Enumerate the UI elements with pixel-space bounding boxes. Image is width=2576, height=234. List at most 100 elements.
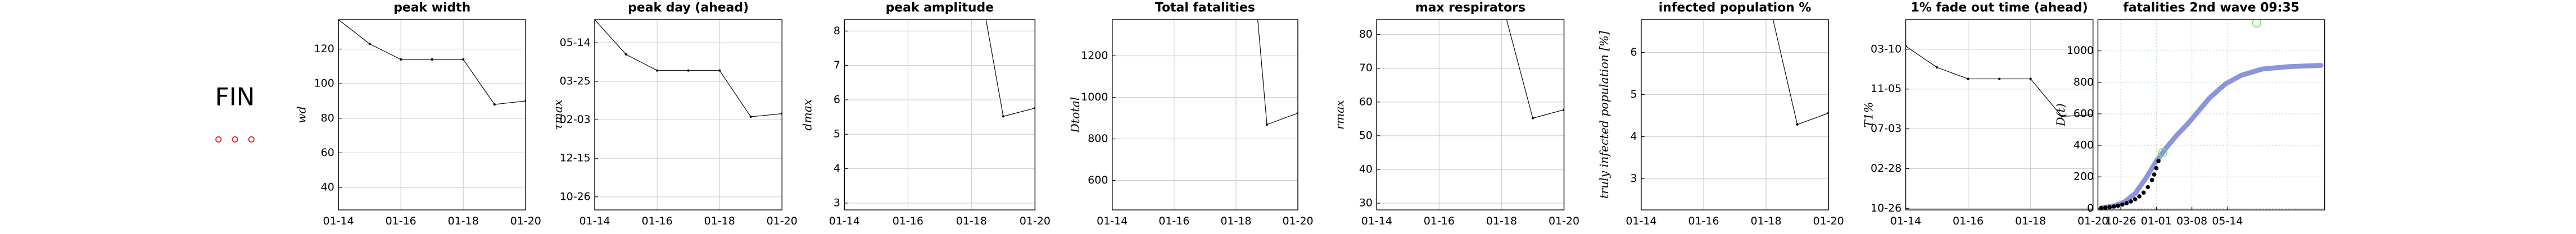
y-tick-label: 4 xyxy=(1631,130,1637,143)
point xyxy=(749,115,752,118)
y-axis-label: wd xyxy=(295,106,308,123)
y-axis-label: Dtotal xyxy=(1069,97,1082,134)
line xyxy=(1772,20,1829,125)
x-tick-label: 01-18 xyxy=(1486,215,1517,227)
panel: 600 800 1000 1200 01-14 01-16 01-18 01-20 Total … xyxy=(1069,1,1314,227)
axes-frame xyxy=(1112,19,1298,210)
y-tick-label: 800 xyxy=(2074,76,2094,88)
line xyxy=(985,20,1035,117)
panel: 0 200 400 600 800 1000 10-26 01-01 03-08 05-14 fat… xyxy=(2054,1,2325,227)
y-tick-label: 03-25 xyxy=(560,75,591,87)
x-tick-label: 01-16 xyxy=(642,215,673,227)
data-point xyxy=(2150,177,2154,182)
point xyxy=(431,58,433,61)
x-tick-label: 01-18 xyxy=(1750,215,1781,227)
point xyxy=(624,53,627,56)
point xyxy=(1967,77,1970,80)
point xyxy=(687,69,690,72)
y-tick-label: 80 xyxy=(1359,28,1373,40)
data-point xyxy=(2103,205,2108,210)
y-tick-label: 40 xyxy=(321,181,334,194)
x-tick-label: 01-16 xyxy=(1688,215,1719,227)
x-tick-label: 01-20 xyxy=(1020,215,1051,227)
axes-frame xyxy=(594,19,782,210)
y-axis-label: truly infected population [%] xyxy=(1597,31,1611,199)
y-tick-label: 12-15 xyxy=(560,152,591,164)
chart-title: peak day (ahead) xyxy=(628,1,749,15)
y-tick-label: 200 xyxy=(2074,171,2094,183)
y-tick-label: 10-26 xyxy=(560,190,591,203)
y-tick-label: 07-03 xyxy=(1871,122,1902,135)
y-tick-label: 11-05 xyxy=(1871,82,1902,95)
data-point xyxy=(2141,190,2146,195)
chart-title: Total fatalities xyxy=(1155,1,1255,15)
data-point xyxy=(2129,199,2133,204)
line xyxy=(595,20,782,117)
panel: 3 4 5 6 01-14 01-16 01-18 01-20 infected populat… xyxy=(1597,1,1844,227)
y-tick-label: 80 xyxy=(321,112,334,124)
x-tick-label: 01-14 xyxy=(1626,215,1656,227)
country-label: FIN xyxy=(215,82,255,111)
point xyxy=(400,58,402,61)
point xyxy=(1796,123,1799,126)
y-tick-label: 40 xyxy=(1359,163,1373,175)
y-tick-label: 60 xyxy=(1359,95,1373,108)
point xyxy=(462,58,465,61)
panel: 10-26 12-15 02-03 03-25 05-14 01-14 01-16 01-18… xyxy=(551,1,798,227)
point xyxy=(718,69,721,72)
point xyxy=(1531,117,1534,120)
y-tick-label: 120 xyxy=(314,43,334,55)
y-tick-label: 600 xyxy=(1088,174,1108,186)
line xyxy=(338,20,526,105)
y-tick-label: 600 xyxy=(2074,107,2094,120)
data-point xyxy=(2156,159,2161,163)
axes-frame xyxy=(2097,19,2325,210)
x-tick-label: 01-14 xyxy=(579,215,610,227)
x-tick-label: 01-18 xyxy=(704,215,735,227)
point xyxy=(368,43,371,45)
chart-title: infected population % xyxy=(1659,1,1812,15)
y-tick-label: 50 xyxy=(1359,129,1373,141)
x-tick-label: 01-20 xyxy=(1813,215,1844,227)
point xyxy=(1002,115,1004,118)
data-point xyxy=(2154,166,2159,171)
point xyxy=(656,69,659,72)
y-axis-label: τmax xyxy=(551,99,564,130)
y-tick-label: 6 xyxy=(1631,46,1637,58)
y-tick-label: 05-14 xyxy=(560,36,591,49)
y-tick-label: 60 xyxy=(321,146,334,159)
y-tick-label: 7 xyxy=(834,59,840,71)
y-tick-label: 400 xyxy=(2074,139,2094,152)
plot-area xyxy=(338,20,526,106)
plot-area xyxy=(2098,20,2324,210)
point xyxy=(1265,123,1269,126)
x-tick-label: 01-20 xyxy=(1549,215,1579,227)
x-tick-label: 01-14 xyxy=(1361,215,1392,227)
axes-frame xyxy=(1905,19,2094,210)
plot-area xyxy=(595,20,782,118)
y-tick-label: 1000 xyxy=(2067,44,2094,57)
x-tick-label: 01-20 xyxy=(1282,215,1313,227)
axes-frame xyxy=(338,19,527,210)
y-tick-label: 02-28 xyxy=(1871,162,1902,175)
y-tick-label: 03-10 xyxy=(1871,43,1902,55)
x-tick-label: 01-18 xyxy=(448,215,479,227)
x-tick-label: 03-08 xyxy=(2176,215,2207,227)
y-axis-label: D(t) xyxy=(2054,103,2068,127)
x-tick-label: 01-16 xyxy=(1424,215,1455,227)
x-tick-label: 01-20 xyxy=(2077,215,2108,227)
indicator-dot xyxy=(232,136,238,143)
chart-title: max respirators xyxy=(1415,1,1525,15)
x-tick-label: 01-18 xyxy=(1220,215,1251,227)
y-tick-label: 3 xyxy=(1631,172,1637,185)
y-tick-label: 1200 xyxy=(1081,49,1108,62)
y-tick-label: 30 xyxy=(1359,197,1373,209)
chart-title: peak amplitude xyxy=(886,1,994,15)
chart-title: peak width xyxy=(393,1,470,15)
fit-curve xyxy=(2098,63,2324,210)
indicator-dot xyxy=(248,136,255,143)
point xyxy=(493,103,496,106)
line xyxy=(1506,20,1564,119)
data-point xyxy=(2145,185,2151,190)
panel: 40 60 80 100 120 01-14 01-16 01-18 01-20 peak wid… xyxy=(295,1,541,227)
